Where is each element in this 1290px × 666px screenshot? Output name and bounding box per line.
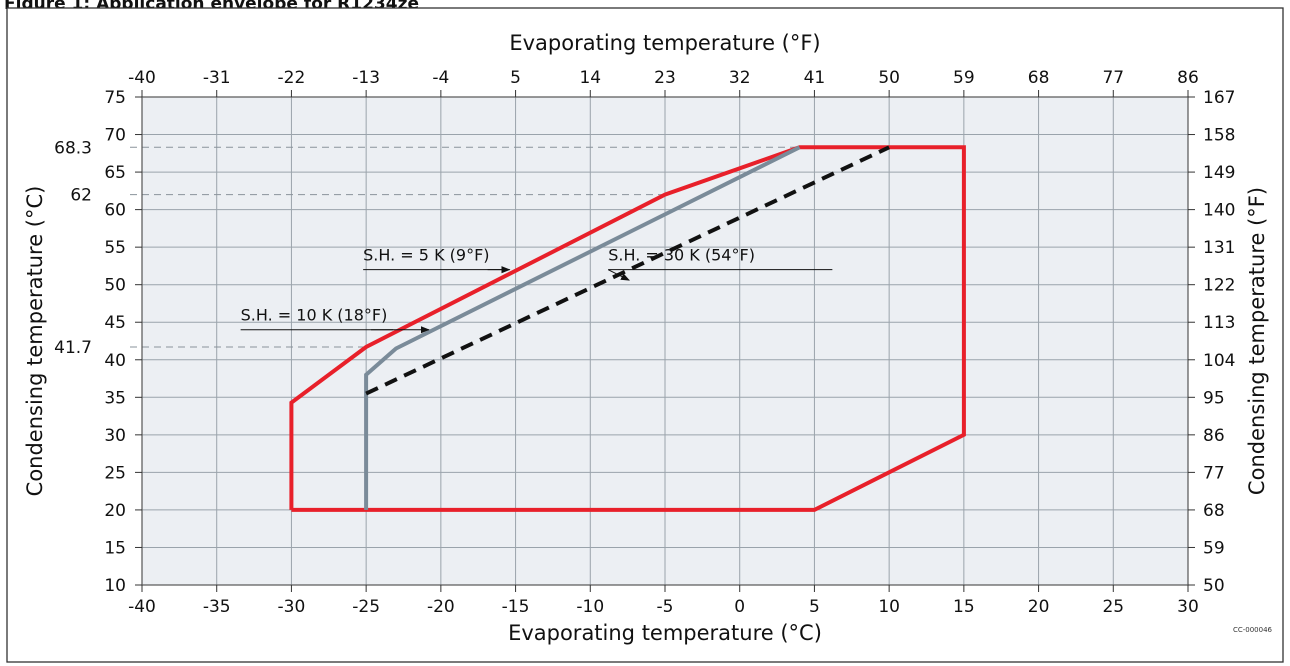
x-top-tick-label: 5 <box>510 68 521 88</box>
y-left-tick-label: 75 <box>104 88 126 108</box>
y-left-tick-label: 25 <box>104 463 126 483</box>
figure-code-label: CC-000046 <box>1233 626 1273 634</box>
x-bottom-tick-label: -20 <box>427 597 455 617</box>
x-top-tick-label: 23 <box>654 68 676 88</box>
x-top-tick-label: -40 <box>128 68 156 88</box>
y-right-tick-label: 140 <box>1203 201 1235 221</box>
x-top-tick-label: 32 <box>729 68 751 88</box>
y-left-tick-label: 65 <box>104 163 126 183</box>
series-line <box>365 145 890 396</box>
y-left-tick-label: 20 <box>104 501 126 521</box>
x-bottom-axis-title: Evaporating temperature (°C) <box>508 621 822 645</box>
y-right-axis-title: Condensing temperature (°F) <box>1245 187 1269 495</box>
y-right-tick-label: 77 <box>1203 463 1225 483</box>
annotation-label: S.H. = 5 K (9°F) <box>363 246 489 265</box>
y-left-tick-label: 10 <box>104 576 126 596</box>
y-right-tick-label: 113 <box>1203 313 1235 333</box>
y-right-tick-label: 149 <box>1203 163 1235 183</box>
x-top-tick-label: -31 <box>203 68 231 88</box>
y-left-tick-label: 60 <box>104 201 126 221</box>
y-right-tick-label: 167 <box>1203 88 1235 108</box>
y-left-tick-label: 15 <box>104 538 126 558</box>
x-bottom-tick-label: 5 <box>809 597 820 617</box>
y-left-tick-label: 35 <box>104 388 126 408</box>
x-bottom-tick-label: -30 <box>278 597 306 617</box>
series-line <box>364 145 801 510</box>
annotation-arrow <box>607 269 630 281</box>
annotation-label: S.H. = 30 K (54°F) <box>608 246 755 265</box>
annotation-label: S.H. = 10 K (18°F) <box>241 306 388 325</box>
x-top-tick-label: -13 <box>352 68 380 88</box>
tick-labels: -40 -35 -30 -25 -20 -15 -10 -5 0 5 10 15 20 25 30 -40 -3… <box>104 68 1235 617</box>
x-top-tick-label: 41 <box>804 68 826 88</box>
x-top-tick-label: 14 <box>579 68 601 88</box>
y-left-tick-label: 30 <box>104 426 126 446</box>
x-bottom-tick-label: 25 <box>1102 597 1124 617</box>
y-right-tick-label: 95 <box>1203 388 1225 408</box>
y-right-tick-label: 68 <box>1203 501 1225 521</box>
y-left-tick-label: 40 <box>104 351 126 371</box>
reference-label: 68.3 <box>54 138 92 158</box>
y-right-tick-label: 104 <box>1203 351 1235 371</box>
y-right-tick-label: 59 <box>1203 538 1225 558</box>
x-top-axis-title: Evaporating temperature (°F) <box>509 31 820 55</box>
reference-label: 41.7 <box>54 338 92 358</box>
y-right-tick-label: 122 <box>1203 276 1235 296</box>
y-right-tick-label: 158 <box>1203 126 1235 146</box>
x-bottom-tick-label: -5 <box>657 597 674 617</box>
y-right-tick-label: 131 <box>1203 238 1235 258</box>
y-left-tick-label: 45 <box>104 313 126 333</box>
y-left-tick-label: 55 <box>104 238 126 258</box>
x-top-tick-label: 86 <box>1177 68 1199 88</box>
y-left-tick-label: 50 <box>104 276 126 296</box>
series-annotations: S.H. = 5 K (9°F) S.H. = 30 K (54°F) S.H. =… <box>240 246 833 334</box>
x-bottom-tick-label: -10 <box>576 597 604 617</box>
series-lines <box>289 145 966 512</box>
y-right-tick-label: 50 <box>1203 576 1225 596</box>
x-bottom-tick-label: -40 <box>128 597 156 617</box>
x-bottom-tick-label: -15 <box>502 597 530 617</box>
reference-label: 62 <box>70 186 92 206</box>
x-top-tick-label: -4 <box>432 68 449 88</box>
x-top-tick-label: -22 <box>278 68 306 88</box>
y-right-tick-label: 86 <box>1203 426 1225 446</box>
reference-markers: 68.3 62 41.7 <box>54 138 800 358</box>
y-left-axis-title: Condensing temperature (°C) <box>23 186 47 497</box>
x-bottom-tick-label: 0 <box>734 597 745 617</box>
x-top-tick-label: 50 <box>878 68 900 88</box>
x-bottom-tick-label: 20 <box>1028 597 1050 617</box>
x-top-tick-label: 77 <box>1102 68 1124 88</box>
x-bottom-tick-label: 30 <box>1177 597 1199 617</box>
x-bottom-tick-label: 15 <box>953 597 975 617</box>
x-top-tick-label: 68 <box>1028 68 1050 88</box>
x-bottom-tick-label: -25 <box>352 597 380 617</box>
x-top-tick-label: 59 <box>953 68 975 88</box>
x-bottom-tick-label: -35 <box>203 597 231 617</box>
y-left-tick-label: 70 <box>104 126 126 146</box>
x-bottom-tick-label: 10 <box>878 597 900 617</box>
